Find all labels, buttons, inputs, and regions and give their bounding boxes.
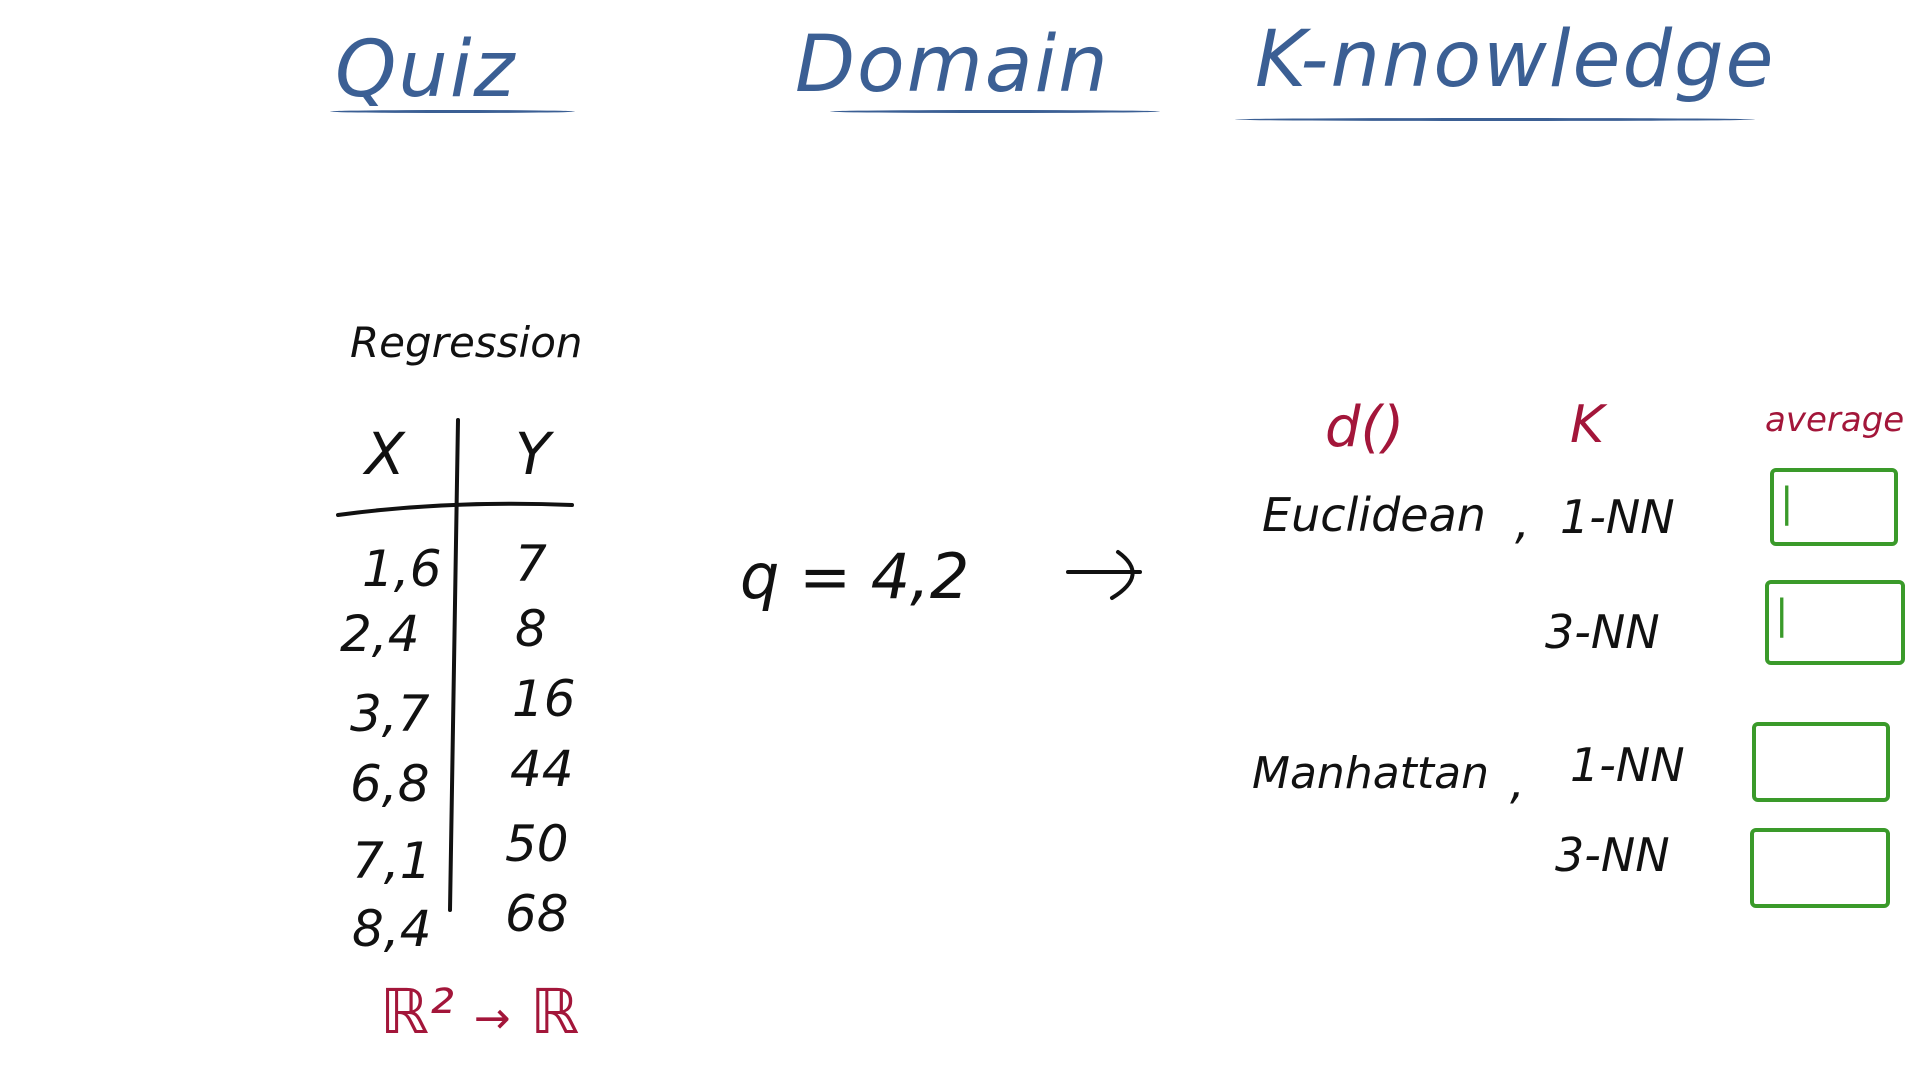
euclidean-3nn-average-input[interactable]: | [1765,580,1905,665]
mapping-codomain: ℝ [530,975,580,1048]
cell-y: 8 [515,600,547,658]
query-point: q = 4,2 [740,540,970,613]
knowledge-title: K-nnowledge [1255,15,1776,105]
average-header: average [1765,400,1905,440]
manhattan-3nn-average-input[interactable] [1750,828,1890,908]
mapping-domain: ℝ² [380,975,454,1048]
domain-title: Domain [795,20,1110,110]
manhattan-1nn-average-input[interactable] [1752,722,1890,802]
domain-mapping: ℝ² → ℝ [380,975,579,1048]
quiz-underline [330,110,575,113]
column-header-y: Y [515,420,551,488]
domain-underline [830,110,1160,113]
cursor-mark-icon: | [1780,480,1794,526]
euclidean-1nn-average-input[interactable]: | [1770,468,1898,546]
manhattan-1nn-label: 1-NN [1570,738,1685,792]
cell-y: 16 [512,670,576,728]
manhattan-3nn-label: 3-NN [1555,828,1670,882]
cell-x: 6,8 [350,755,430,813]
euclidean-label: Euclidean [1262,488,1486,542]
cell-x: 8,4 [352,900,432,958]
distance-header: d() [1325,395,1405,460]
euclidean-comma: , [1515,495,1530,549]
cell-x: 3,7 [350,685,430,743]
cell-x: 1,6 [362,540,442,598]
quiz-title: Quiz [335,25,517,115]
manhattan-comma: , [1510,755,1525,809]
euclidean-3nn-label: 3-NN [1545,605,1660,659]
knowledge-underline [1235,118,1755,121]
cell-x: 7,1 [352,832,432,890]
cell-x: 2,4 [340,605,420,663]
cursor-mark-icon: | [1775,592,1789,638]
cell-y: 50 [505,815,569,873]
manhattan-label: Manhattan [1252,748,1490,799]
k-header: K [1570,395,1605,455]
table-caption: Regression [350,318,583,367]
cell-y: 7 [515,535,547,593]
mapping-arrow-icon: → [473,993,511,1044]
cell-y: 44 [510,740,574,798]
cell-y: 68 [505,885,569,943]
column-header-x: X [365,420,405,488]
euclidean-1nn-label: 1-NN [1560,490,1675,544]
